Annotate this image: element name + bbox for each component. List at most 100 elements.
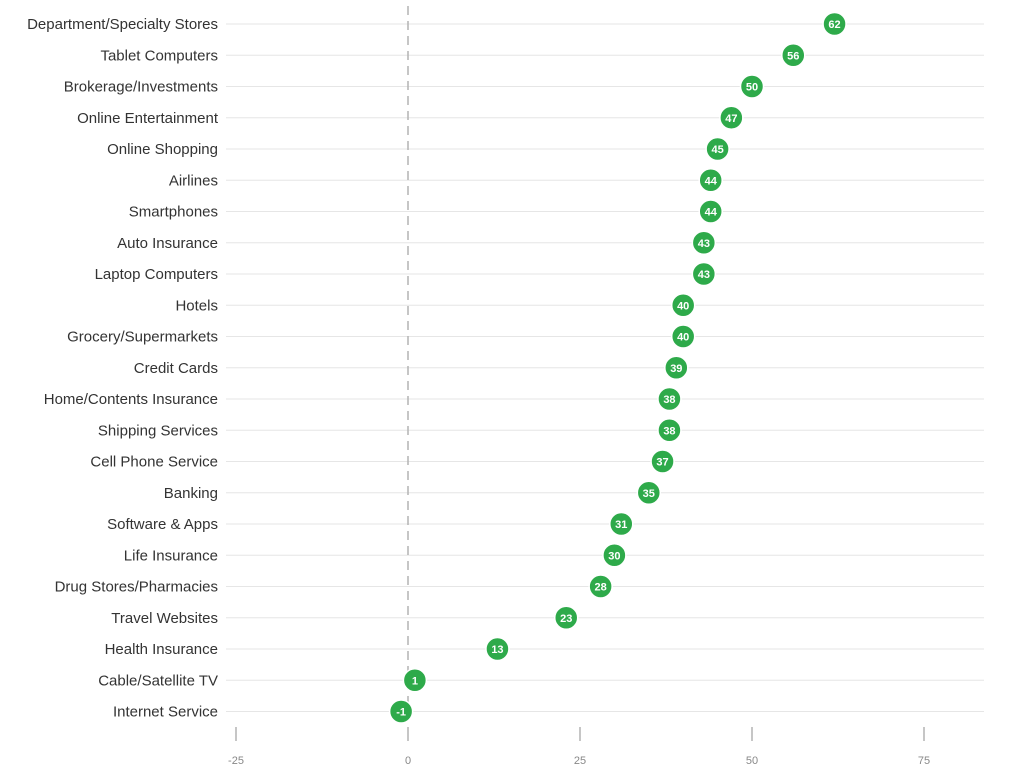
data-point: 37 (650, 449, 675, 474)
category-label: Credit Cards (134, 360, 218, 377)
data-point: 43 (691, 230, 717, 255)
row-gridlines (226, 23, 984, 712)
data-point: 62 (822, 11, 847, 37)
x-axis: -25 0 25 50 75 (228, 6, 930, 767)
data-point-label: 38 (663, 425, 675, 437)
category-label: Auto Insurance (117, 235, 218, 252)
data-points: 62 56 50 47 45 44 44 43 43 40 40 39 38 38 37 35 31 30 28 23… (388, 11, 847, 724)
data-point-label: 40 (677, 300, 689, 312)
category-label: Internet Service (113, 704, 218, 721)
category-label: Airlines (169, 172, 218, 189)
data-point-label: 44 (705, 175, 718, 187)
data-point-label: 39 (670, 363, 682, 375)
data-point-marker (636, 480, 662, 505)
category-label: Health Insurance (105, 641, 218, 658)
data-point: 13 (485, 636, 510, 662)
data-point-label: 31 (615, 519, 627, 531)
category-label: Grocery/Supermarkets (67, 329, 218, 346)
data-point-marker (719, 105, 744, 130)
data-point-label: 43 (698, 269, 710, 281)
category-label: Department/Specialty Stores (27, 16, 218, 33)
data-point-label: 56 (787, 50, 799, 62)
data-point: 38 (657, 418, 682, 443)
data-point-marker (657, 418, 682, 443)
category-label: Life Insurance (124, 547, 218, 564)
data-point-marker (602, 543, 627, 568)
category-label: Shipping Services (98, 422, 218, 439)
data-point-marker (388, 699, 414, 724)
data-point-marker (691, 230, 717, 255)
category-label: Software & Apps (107, 516, 218, 533)
data-point-label: 45 (711, 144, 723, 156)
data-point-label: 47 (725, 113, 737, 125)
data-point: 39 (664, 355, 689, 380)
category-label: Smartphones (129, 204, 218, 221)
category-label: Travel Websites (111, 610, 218, 627)
data-point-marker (739, 74, 765, 99)
x-tick-label: -25 (228, 755, 244, 767)
data-point-marker (650, 449, 675, 474)
data-point: 43 (691, 261, 717, 287)
data-point-marker (553, 605, 579, 630)
data-point: 38 (657, 386, 682, 412)
data-point: 56 (781, 43, 806, 68)
category-label: Cell Phone Service (90, 454, 218, 471)
data-point: 23 (553, 605, 579, 630)
data-point-label: 44 (705, 207, 718, 219)
data-point-marker (822, 11, 847, 37)
data-point-label: 23 (560, 613, 572, 625)
data-point-marker (691, 261, 717, 287)
data-point: 28 (588, 574, 613, 599)
data-point-label: 35 (643, 488, 655, 500)
data-point: 50 (739, 74, 765, 99)
data-point: 1 (402, 668, 428, 693)
data-point-marker (664, 355, 689, 380)
data-point-label: 1 (412, 675, 418, 687)
data-point-label: 43 (698, 238, 710, 250)
category-label: Cable/Satellite TV (98, 672, 218, 689)
data-point: 44 (698, 168, 723, 193)
data-point: 40 (670, 293, 696, 318)
category-label: Online Shopping (107, 141, 218, 158)
category-labels: Department/Specialty Stores Tablet Comput… (27, 16, 219, 721)
data-point-label: 62 (828, 19, 840, 31)
x-tick-label: 25 (574, 755, 586, 767)
category-label: Tablet Computers (100, 47, 218, 64)
data-point-marker (705, 136, 730, 162)
data-point: -1 (388, 699, 414, 724)
data-point-label: 28 (595, 582, 607, 594)
data-point: 47 (719, 105, 744, 130)
data-point-label: 13 (491, 644, 503, 656)
data-point-marker (609, 511, 634, 537)
data-point-marker (781, 43, 806, 68)
data-point-marker (670, 293, 696, 318)
data-point-label: -1 (396, 707, 406, 719)
data-point-label: 38 (663, 394, 675, 406)
category-label: Home/Contents Insurance (44, 391, 218, 408)
x-tick-label: 50 (746, 755, 758, 767)
data-point-marker (698, 168, 723, 193)
category-label: Laptop Computers (95, 266, 218, 283)
category-label: Hotels (175, 297, 218, 314)
data-point: 35 (636, 480, 662, 505)
data-point-label: 50 (746, 82, 758, 94)
data-point: 31 (609, 511, 634, 537)
category-label: Brokerage/Investments (64, 79, 218, 96)
data-point-marker (402, 668, 428, 693)
category-label: Banking (164, 485, 218, 502)
data-point: 44 (698, 199, 723, 224)
data-point: 40 (670, 324, 696, 349)
data-point: 45 (705, 136, 730, 162)
data-point-marker (588, 574, 613, 599)
data-point-marker (657, 386, 682, 412)
data-point: 30 (602, 543, 627, 568)
category-label: Drug Stores/Pharmacies (55, 579, 218, 596)
data-point-label: 37 (656, 457, 668, 469)
x-tick-label: 0 (405, 755, 411, 767)
data-point-marker (670, 324, 696, 349)
x-tick-label: 75 (918, 755, 930, 767)
data-point-label: 40 (677, 332, 689, 344)
data-point-label: 30 (608, 550, 620, 562)
category-label: Online Entertainment (77, 110, 219, 127)
